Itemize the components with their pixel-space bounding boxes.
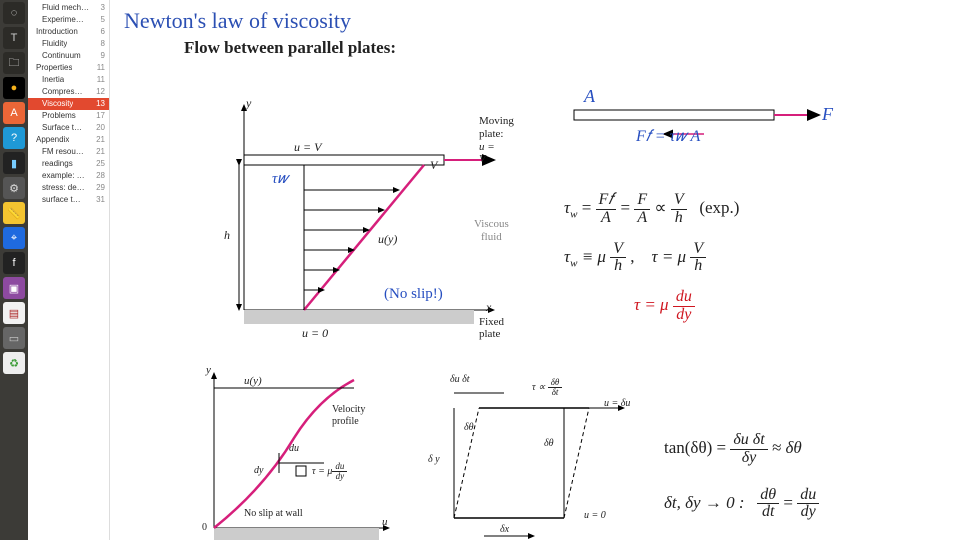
d3-dudt: δu δt bbox=[450, 374, 470, 385]
help-icon[interactable]: ? bbox=[3, 127, 25, 149]
fixed-plate: Fixed plate bbox=[479, 316, 504, 340]
d3-dx: δx bbox=[500, 524, 509, 535]
d2-zero: 0 bbox=[202, 522, 207, 533]
v-label: V bbox=[430, 158, 437, 173]
tex-icon[interactable]: T bbox=[3, 27, 25, 49]
d2-vel: Velocity bbox=[332, 404, 365, 415]
outline-item[interactable]: Inertia11 bbox=[28, 74, 109, 86]
screenshot-icon[interactable]: ▣ bbox=[3, 277, 25, 299]
d3-utop: u = δu bbox=[604, 398, 630, 409]
outline-item[interactable]: Experime…5 bbox=[28, 14, 109, 26]
d3-dth2: δθ bbox=[544, 438, 554, 449]
software-icon[interactable]: A bbox=[3, 102, 25, 124]
d2-noslip: No slip at wall bbox=[244, 508, 303, 519]
document-viewport: Newton's law of viscosity Flow between p… bbox=[110, 0, 960, 540]
d3-dy: δ y bbox=[428, 454, 440, 465]
outline-item[interactable]: Surface t…20 bbox=[28, 122, 109, 134]
tau-w: τ𝑤 bbox=[272, 170, 288, 188]
axis-y: y bbox=[246, 96, 251, 111]
zoom-icon[interactable]: ⌖ bbox=[3, 227, 25, 249]
diagram-shear-element: δu δt τ ∝ δθδt u = δu u = 0 δ y δx τ δθ … bbox=[424, 368, 634, 540]
d2-dy: dy bbox=[254, 465, 263, 476]
force-F: F bbox=[822, 104, 833, 125]
u-bottom: u = 0 bbox=[302, 326, 328, 341]
outline-item[interactable]: Viscosity13 bbox=[28, 98, 109, 110]
d2-prof: profile bbox=[332, 416, 359, 427]
diagram-parallel-plates: y x u = V u = 0 h τ𝑤 u(y) V (No slip!) M… bbox=[184, 100, 504, 340]
mp1: Moving bbox=[479, 115, 514, 127]
exp-note: (exp.) bbox=[699, 198, 739, 217]
outline-item[interactable]: Continuum9 bbox=[28, 50, 109, 62]
vf1: Viscous bbox=[474, 218, 509, 230]
axis-x: x bbox=[486, 300, 491, 315]
function-icon[interactable]: f bbox=[3, 252, 25, 274]
htop-icon[interactable]: ▮ bbox=[3, 152, 25, 174]
outline-item[interactable]: Fluidity8 bbox=[28, 38, 109, 50]
settings-icon[interactable]: ⚙ bbox=[3, 177, 25, 199]
area-A: A bbox=[584, 86, 595, 107]
measure-icon[interactable]: 📏 bbox=[3, 202, 25, 224]
editor-icon[interactable]: ▭ bbox=[3, 327, 25, 349]
outline-item[interactable]: Introduction6 bbox=[28, 26, 109, 38]
outline-sidebar: Fluid mech…3Experime…5Introduction6Fluid… bbox=[28, 0, 110, 540]
recycle-icon[interactable]: ♻ bbox=[3, 352, 25, 374]
d2-u: u bbox=[382, 516, 388, 528]
outline-item[interactable]: Appendix21 bbox=[28, 134, 109, 146]
outline-item[interactable]: surface t…31 bbox=[28, 194, 109, 206]
terminal-icon[interactable]: ● bbox=[3, 77, 25, 99]
outline-item[interactable]: readings25 bbox=[28, 158, 109, 170]
friction-eq: F𝑓 = τ𝑤 A bbox=[636, 128, 700, 146]
launcher-bar: ◌ T 🗀 ● A? ▮ ⚙ 📏 ⌖ f ▣ ▤ ▭ ♻ bbox=[0, 0, 28, 540]
files-icon[interactable]: 🗀 bbox=[3, 52, 25, 74]
outline-item[interactable]: FM resou…21 bbox=[28, 146, 109, 158]
uy-label: u(y) bbox=[378, 232, 397, 247]
d3-ubot: u = 0 bbox=[584, 510, 606, 521]
no-slip: (No slip!) bbox=[384, 286, 443, 303]
d2-y: y bbox=[206, 364, 211, 376]
mp2: plate: bbox=[479, 128, 503, 140]
equations-column: A F F𝑓 = τ𝑤 A τw = F𝑓A = FA ∝ Vh (exp.) … bbox=[564, 92, 739, 328]
diagram-velocity-profile: y u u(y) du dy τ = μdudy Velocity profil… bbox=[184, 368, 394, 540]
outline-item[interactable]: Compres…12 bbox=[28, 86, 109, 98]
equations-lower: tan(δθ) = δu δtδy ≈ δθ δt, δy → 0 : dθdt… bbox=[664, 428, 819, 525]
vf2: fluid bbox=[481, 231, 502, 243]
h-label: h bbox=[224, 228, 230, 243]
d3-dth1: δθ bbox=[464, 422, 474, 433]
u-top: u = V bbox=[294, 140, 321, 155]
search-icon[interactable]: ◌ bbox=[3, 2, 25, 24]
d2-uy: u(y) bbox=[244, 375, 262, 387]
outline-item[interactable]: Properties11 bbox=[28, 62, 109, 74]
outline-item[interactable]: Fluid mech…3 bbox=[28, 2, 109, 14]
d2-du: du bbox=[289, 443, 299, 454]
outline-item[interactable]: Problems17 bbox=[28, 110, 109, 122]
slide-title: Newton's law of viscosity bbox=[124, 8, 946, 34]
outline-item[interactable]: stress: de…29 bbox=[28, 182, 109, 194]
pdf-icon[interactable]: ▤ bbox=[3, 302, 25, 324]
slide-subtitle: Flow between parallel plates: bbox=[184, 38, 946, 58]
outline-item[interactable]: example: …28 bbox=[28, 170, 109, 182]
mp3: u = V bbox=[479, 141, 504, 165]
